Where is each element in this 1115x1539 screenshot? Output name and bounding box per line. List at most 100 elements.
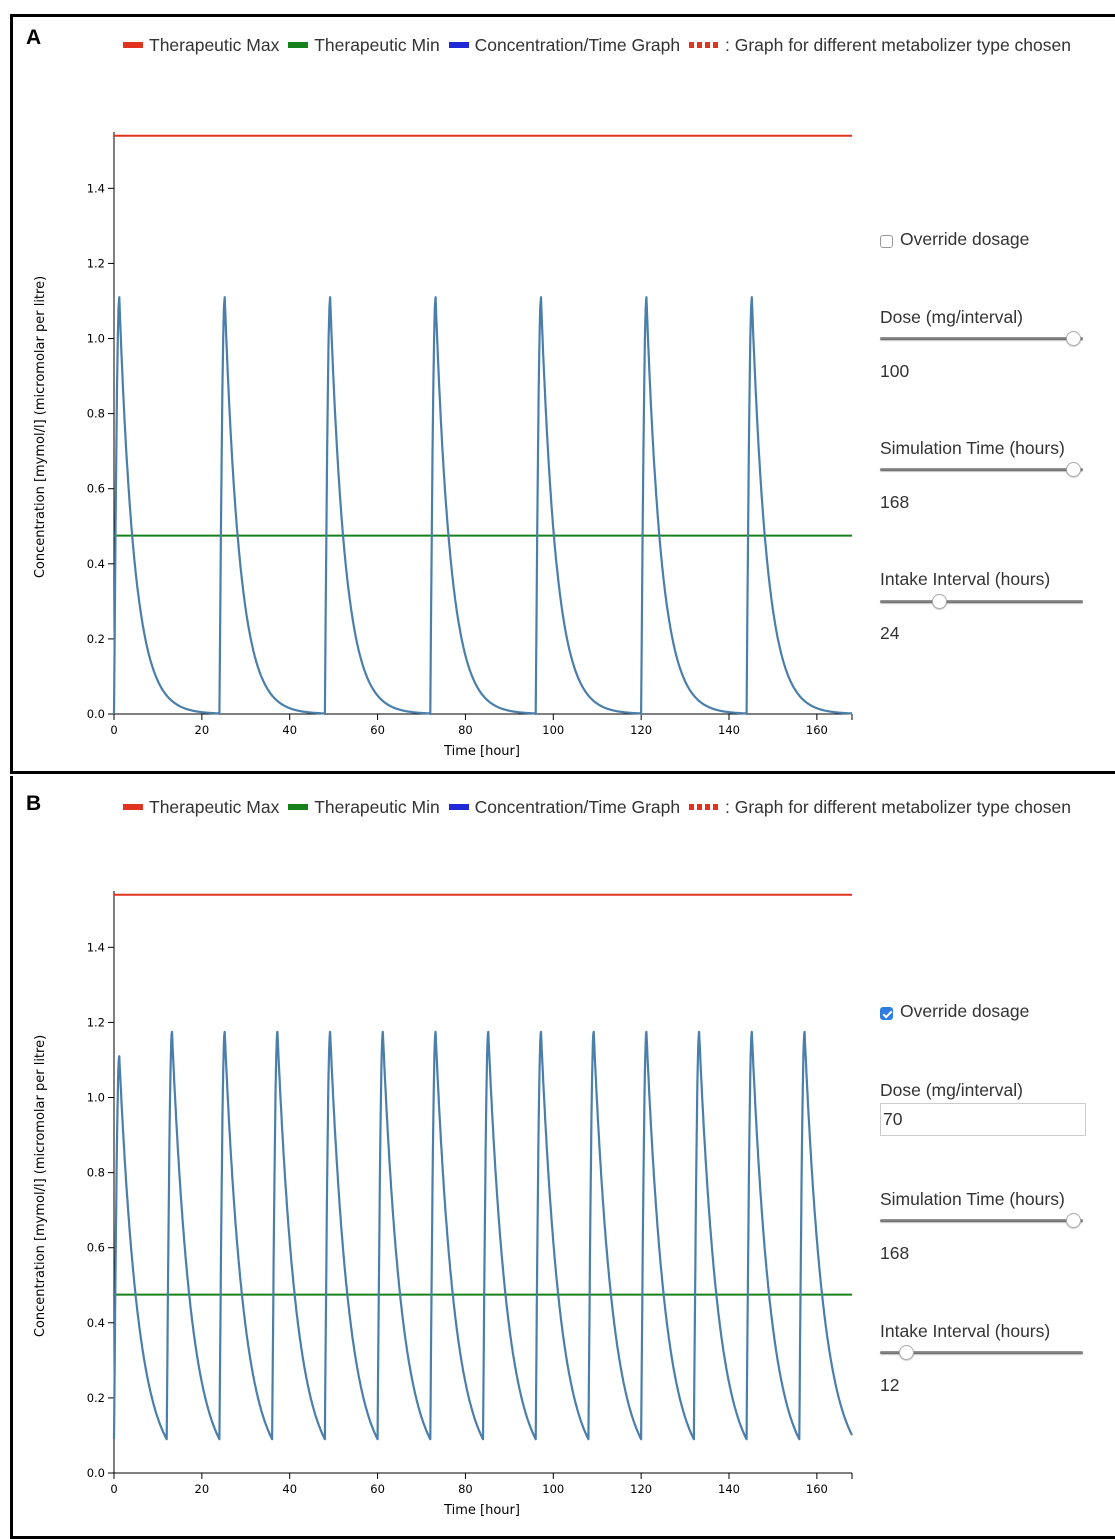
- slider-thumb[interactable]: [1065, 331, 1081, 346]
- x-tick-label: 60: [370, 1482, 385, 1496]
- y-axis-label: Concentration [mymol/l] (micromolar per …: [33, 1035, 48, 1337]
- x-tick-label: 20: [195, 723, 210, 737]
- legend-swatch-max: [123, 42, 143, 48]
- x-axis-label: Time [hour]: [443, 1503, 520, 1518]
- x-tick-label: 140: [718, 723, 740, 737]
- dose-label: Dose (mg/interval): [880, 1080, 1023, 1100]
- legend-swatch-min: [288, 804, 309, 810]
- slider-thumb[interactable]: [1065, 1213, 1081, 1228]
- legend-swatch-graph: [448, 42, 469, 48]
- legend-swatch-min: [288, 42, 309, 48]
- legend-dotted-swatch: [689, 42, 721, 48]
- x-tick-label: 120: [630, 723, 652, 737]
- x-tick-label: 160: [806, 723, 828, 737]
- legend-label-max: Therapeutic Max: [149, 34, 280, 55]
- y-tick-label: 0.2: [87, 632, 105, 646]
- y-tick-label: 0.8: [87, 1166, 105, 1180]
- legend-label-max: Therapeutic Max: [149, 796, 280, 817]
- simulation-time-value: 168: [880, 492, 910, 512]
- legend-label-metabolizer: : Graph for different metabolizer type c…: [725, 34, 1071, 55]
- y-tick-label: 1.2: [87, 1015, 105, 1029]
- panel-b: B Therapeutic Max Therapeutic Min Concen…: [10, 776, 1115, 1539]
- y-tick-label: 0.0: [87, 1466, 105, 1480]
- slider-thumb[interactable]: [1065, 462, 1081, 477]
- legend-item-max: Therapeutic Max: [123, 797, 279, 818]
- override-dosage-label[interactable]: Override dosage: [900, 1001, 1030, 1021]
- legend-item-metabolizer: : Graph for different metabolizer type c…: [689, 35, 1071, 56]
- slider-thumb[interactable]: [931, 594, 947, 609]
- legend-label-graph: Concentration/Time Graph: [474, 34, 681, 55]
- x-tick-label: 20: [195, 1482, 210, 1496]
- legend-label-min: Therapeutic Min: [314, 34, 440, 55]
- y-tick-label: 0.8: [87, 407, 105, 421]
- legend-dotted-swatch: [689, 804, 721, 810]
- slider-track: [880, 1351, 1083, 1354]
- override-dosage-checkbox[interactable]: [880, 1007, 893, 1020]
- y-tick-label: 0.0: [87, 707, 105, 721]
- x-tick-label: 40: [282, 723, 297, 737]
- x-tick-label: 0: [110, 723, 117, 737]
- x-axis-label: Time [hour]: [443, 744, 520, 759]
- dose-input[interactable]: [880, 1103, 1086, 1136]
- y-tick-label: 0.4: [87, 1316, 105, 1330]
- y-tick-label: 0.2: [87, 1391, 105, 1405]
- legend: Therapeutic Max Therapeutic Min Concentr…: [123, 32, 1075, 56]
- y-tick-label: 1.2: [87, 256, 105, 270]
- concentration-curve: [112, 296, 853, 716]
- x-tick-label: 120: [630, 1482, 652, 1496]
- x-tick-label: 160: [806, 1482, 828, 1496]
- legend-item-max: Therapeutic Max: [123, 35, 279, 56]
- panel-letter: A: [26, 26, 42, 49]
- y-axis-label: Concentration [mymol/l] (micromolar per …: [33, 276, 48, 578]
- slider-thumb[interactable]: [899, 1345, 915, 1360]
- concentration-curve: [112, 1030, 853, 1441]
- y-tick-label: 0.6: [87, 482, 105, 496]
- simulation-time-label: Simulation Time (hours): [880, 438, 1065, 458]
- legend-item-min: Therapeutic Min: [288, 796, 440, 818]
- slider-track: [880, 1219, 1083, 1222]
- legend-swatch-max: [123, 804, 143, 810]
- dose-label: Dose (mg/interval): [880, 307, 1023, 327]
- legend-item-graph: Concentration/Time Graph: [448, 34, 681, 56]
- slider-track: [880, 468, 1083, 471]
- y-tick-label: 1.0: [87, 1091, 105, 1105]
- simulation-time-slider[interactable]: [880, 1213, 1083, 1228]
- y-tick-label: 0.6: [87, 1241, 105, 1255]
- intake-interval-value: 24: [880, 623, 900, 643]
- legend-item-min: Therapeutic Min: [288, 34, 440, 56]
- y-tick-label: 1.0: [87, 332, 105, 346]
- simulation-time-label: Simulation Time (hours): [880, 1189, 1065, 1209]
- y-tick-label: 1.4: [87, 940, 105, 954]
- x-tick-label: 80: [458, 1482, 473, 1496]
- dose-value: 100: [880, 361, 910, 381]
- intake-interval-slider[interactable]: [880, 1345, 1083, 1360]
- override-dosage-label[interactable]: Override dosage: [900, 229, 1030, 249]
- x-tick-label: 100: [542, 723, 564, 737]
- legend-label-min: Therapeutic Min: [314, 796, 440, 817]
- x-tick-label: 40: [282, 1482, 297, 1496]
- intake-interval-label: Intake Interval (hours): [880, 569, 1051, 589]
- intake-interval-value: 12: [880, 1375, 900, 1395]
- dose-slider[interactable]: [880, 331, 1083, 346]
- simulation-time-value: 168: [880, 1243, 910, 1263]
- y-tick-label: 0.4: [87, 557, 105, 571]
- slider-track: [880, 337, 1083, 340]
- intake-interval-slider[interactable]: [880, 594, 1083, 609]
- x-tick-label: 60: [370, 723, 385, 737]
- x-tick-label: 140: [718, 1482, 740, 1496]
- panel-letter: B: [26, 792, 42, 815]
- intake-interval-label: Intake Interval (hours): [880, 1321, 1051, 1341]
- slider-track: [880, 600, 1083, 603]
- legend-swatch-graph: [448, 804, 469, 810]
- legend-item-metabolizer: : Graph for different metabolizer type c…: [689, 797, 1071, 818]
- x-tick-label: 80: [458, 723, 473, 737]
- simulation-time-slider[interactable]: [880, 462, 1083, 477]
- override-dosage-checkbox[interactable]: [880, 235, 893, 248]
- legend-label-graph: Concentration/Time Graph: [474, 796, 681, 817]
- legend: Therapeutic Max Therapeutic Min Concentr…: [123, 794, 1075, 818]
- panel-a: A Therapeutic Max Therapeutic Min Concen…: [10, 14, 1115, 774]
- legend-label-metabolizer: : Graph for different metabolizer type c…: [725, 796, 1071, 817]
- y-tick-label: 1.4: [87, 181, 105, 195]
- concentration-chart: Concentration [mymol/l] (micromolar per …: [33, 891, 853, 1518]
- legend-item-graph: Concentration/Time Graph: [448, 796, 681, 818]
